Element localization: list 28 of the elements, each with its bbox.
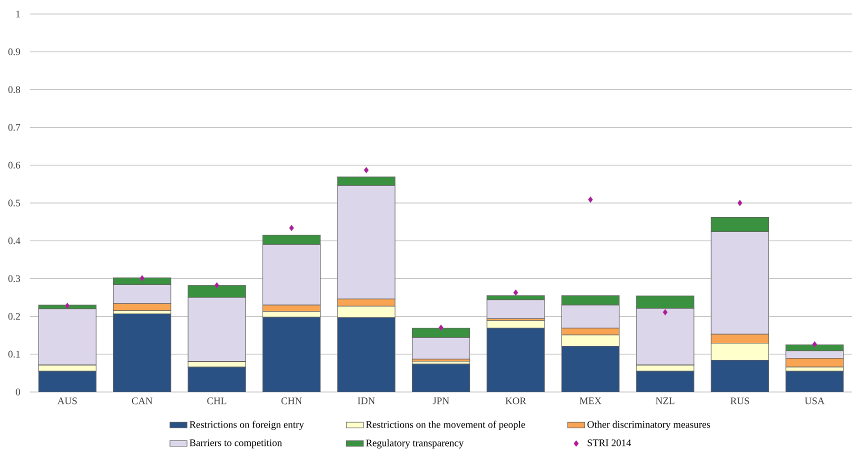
x-tick-label: CAN bbox=[132, 398, 152, 404]
x-tick-label: KOR bbox=[505, 398, 526, 404]
x-tick-label: USA bbox=[804, 398, 825, 404]
y-tick-label: 0.4 bbox=[8, 237, 20, 244]
y-tick-label: 0.9 bbox=[8, 48, 20, 56]
y-tick-label: 0.2 bbox=[8, 313, 20, 320]
y-tick-label: 0.7 bbox=[8, 124, 20, 131]
legend-label: STRI 2014 bbox=[588, 439, 632, 446]
x-tick-label: NZL bbox=[656, 398, 674, 404]
x-tick-label: AUS bbox=[57, 398, 77, 404]
y-tick-label: 1 bbox=[16, 10, 20, 18]
x-tick-label: IDN bbox=[358, 398, 375, 404]
legend-label: Barriers to competition bbox=[190, 439, 282, 448]
legend-label: Restrictions on foreign entry bbox=[190, 420, 304, 430]
legend-label: Other discriminatory measures bbox=[587, 420, 710, 430]
x-tick-label: MEX bbox=[580, 398, 602, 404]
y-tick-label: 0.6 bbox=[8, 162, 20, 169]
x-tick-label: JPN bbox=[432, 398, 450, 404]
y-tick-label: 0 bbox=[16, 388, 20, 396]
y-tick-label: 0.3 bbox=[8, 275, 20, 282]
legend-label: Regulatory transparency bbox=[366, 439, 464, 448]
x-tick-label: RUS bbox=[730, 398, 750, 404]
x-tick-label: CHN bbox=[281, 398, 302, 404]
legend-label: Restrictions on the movement of people bbox=[366, 420, 526, 430]
y-tick-label: 0.8 bbox=[8, 86, 20, 93]
y-tick-label: 0.1 bbox=[8, 350, 20, 358]
y-tick-label: 0.5 bbox=[8, 200, 20, 206]
x-tick-label: CHL bbox=[207, 398, 226, 404]
